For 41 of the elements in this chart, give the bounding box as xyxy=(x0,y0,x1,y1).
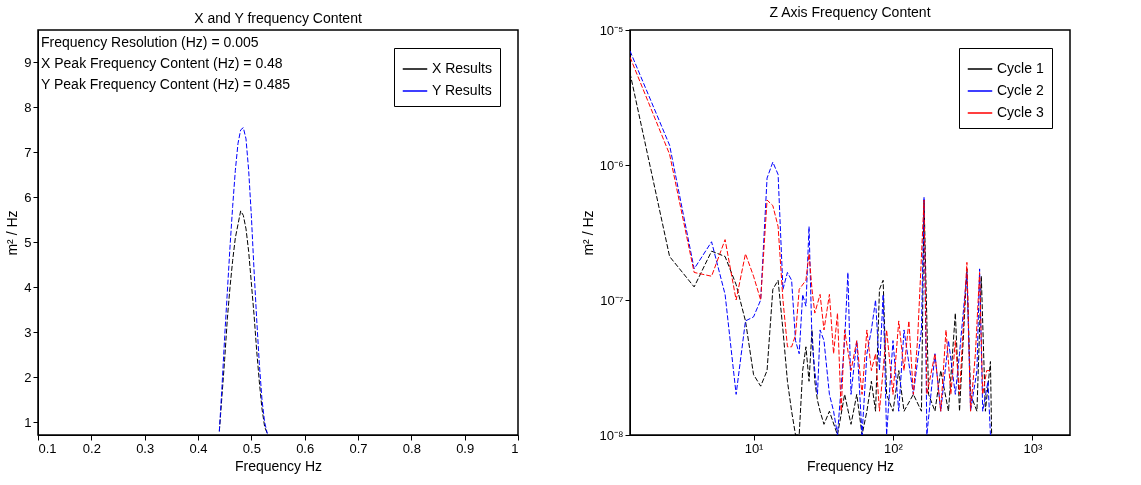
y-tick-label: 10⁻⁸ xyxy=(599,427,624,443)
x-axis-title: Frequency Hz xyxy=(806,457,895,474)
y-tick-label: 6 xyxy=(24,189,32,205)
y-tick-label: 8 xyxy=(24,99,32,115)
legend-label: Y Results xyxy=(432,82,492,98)
x-tick-label: 0.1 xyxy=(38,440,57,456)
legend-label: Cycle 2 xyxy=(997,82,1044,98)
x-tick-label: 0.3 xyxy=(136,440,155,456)
x-tick-label: 1 xyxy=(511,440,519,456)
annotation: Frequency Resolution (Hz) = 0.005 xyxy=(41,34,259,50)
x-tick-label: 0.5 xyxy=(242,440,261,456)
y-tick-label: 3 xyxy=(24,324,32,340)
chart-title: Z Axis Frequency Content xyxy=(769,4,931,20)
y-axis-title: m² / Hz xyxy=(4,210,21,256)
x-tick-label: 0.6 xyxy=(296,440,315,456)
legend-label: Cycle 1 xyxy=(997,60,1044,76)
y-axis-title: m² / Hz xyxy=(579,210,596,256)
y-tick-label: 9 xyxy=(24,54,32,70)
x-tick-label: 0.4 xyxy=(189,440,208,456)
y-tick-label: 4 xyxy=(24,279,32,295)
y-tick-label: 2 xyxy=(24,369,32,385)
x-tick-label: 0.9 xyxy=(456,440,475,456)
y-tick-label: 5 xyxy=(24,234,32,250)
x-tick-label: 0.7 xyxy=(349,440,368,456)
annotation: X Peak Frequency Content (Hz) = 0.48 xyxy=(41,55,283,71)
legend-label: Cycle 3 xyxy=(997,104,1044,120)
y-tick-label: 10⁻⁶ xyxy=(599,157,624,173)
x-tick-label: 10² xyxy=(884,440,904,456)
x-tick-label: 0.2 xyxy=(82,440,101,456)
legend-label: X Results xyxy=(432,60,492,76)
x-axis-title: Frequency Hz xyxy=(234,457,323,474)
x-tick-label: 10³ xyxy=(1023,440,1043,456)
y-tick-label: 1 xyxy=(24,414,32,430)
x-tick-label: 0.8 xyxy=(402,440,421,456)
annotation: Y Peak Frequency Content (Hz) = 0.485 xyxy=(41,76,291,92)
y-tick-label: 10⁻⁷ xyxy=(600,292,624,308)
chart-title: X and Y frequency Content xyxy=(194,10,362,26)
y-tick-label: 7 xyxy=(24,144,32,160)
line-series xyxy=(218,127,268,435)
x-tick-label: 10¹ xyxy=(744,440,765,456)
y-tick-label: 10⁻⁵ xyxy=(599,22,624,38)
